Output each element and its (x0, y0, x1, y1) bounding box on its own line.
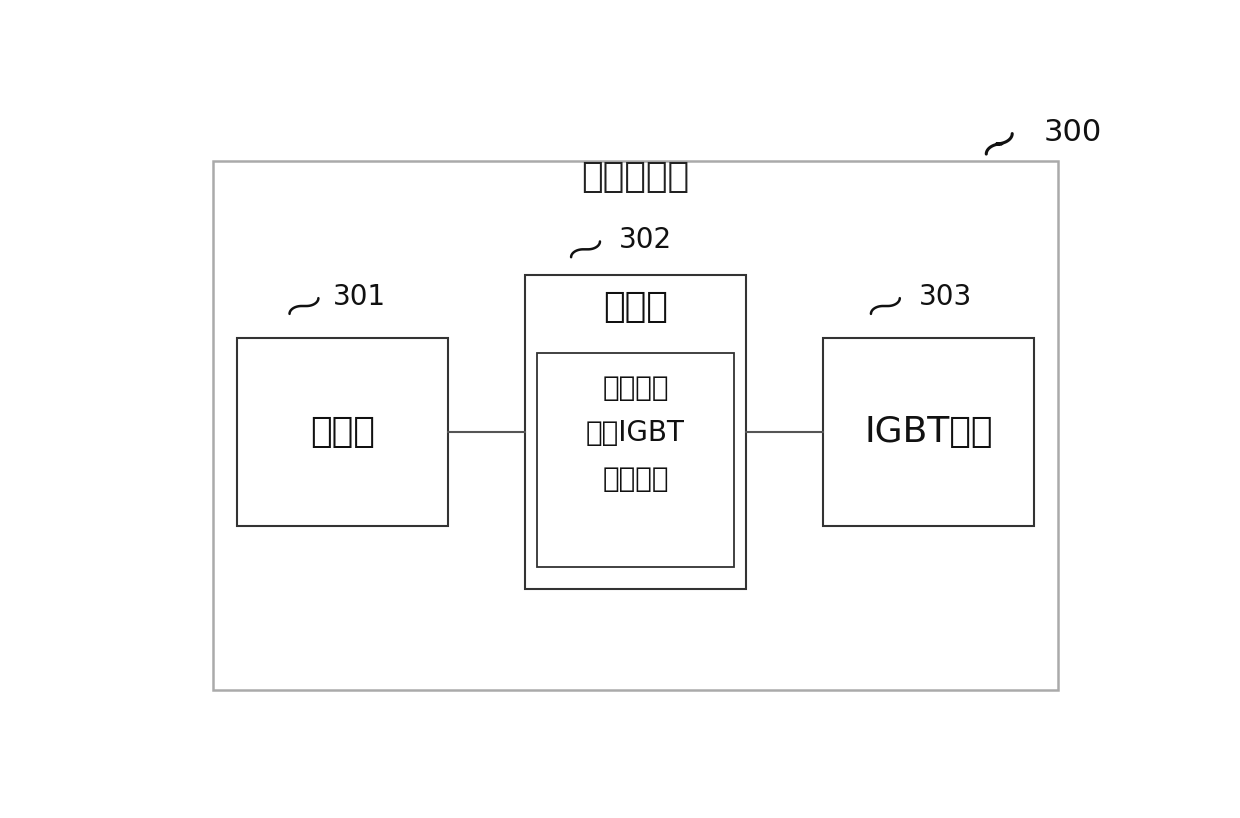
Text: 驱动板: 驱动板 (603, 290, 668, 324)
Bar (537, 353, 734, 568)
Text: 300: 300 (1044, 119, 1102, 147)
Text: 电机控制: 电机控制 (603, 374, 668, 402)
Text: 控制板: 控制板 (310, 415, 374, 449)
Text: IGBT模块: IGBT模块 (864, 415, 993, 449)
Text: 302: 302 (619, 226, 672, 254)
Text: 301: 301 (332, 282, 386, 311)
Text: 器的IGBT: 器的IGBT (587, 420, 684, 447)
Text: 驱动电路: 驱动电路 (603, 465, 668, 492)
Bar (213, 161, 1058, 690)
Bar (237, 338, 448, 527)
Text: 303: 303 (919, 282, 972, 311)
Text: 电机控制器: 电机控制器 (582, 160, 689, 194)
Bar (525, 275, 746, 590)
Bar (823, 338, 1034, 527)
